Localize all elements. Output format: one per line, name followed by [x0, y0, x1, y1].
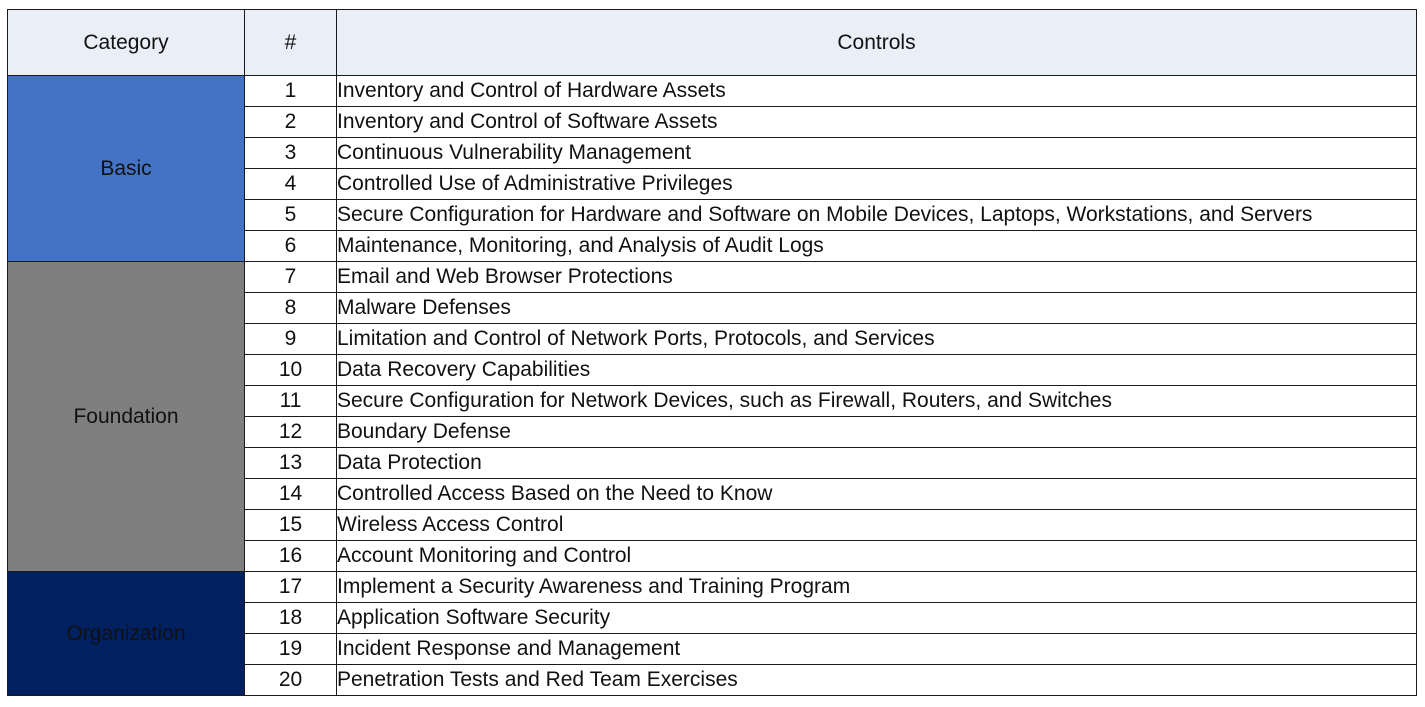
control-name: Incident Response and Management — [336, 633, 1417, 665]
table-row: 6 Maintenance, Monitoring, and Analysis … — [8, 230, 1417, 262]
table-row: 18 Application Software Security — [8, 602, 1417, 634]
control-number: 14 — [244, 478, 337, 510]
control-number: 9 — [244, 323, 337, 355]
control-number: 15 — [244, 509, 337, 541]
control-name: Boundary Defense — [336, 416, 1417, 448]
table-row: 10 Data Recovery Capabilities — [8, 354, 1417, 386]
control-number: 12 — [244, 416, 337, 448]
category-foundation: Foundation — [7, 261, 245, 572]
table-row: 8 Malware Defenses — [8, 292, 1417, 324]
control-number: 20 — [244, 664, 337, 696]
control-number: 1 — [244, 75, 337, 107]
control-number: 8 — [244, 292, 337, 324]
control-name: Maintenance, Monitoring, and Analysis of… — [336, 230, 1417, 262]
category-basic: Basic — [7, 75, 245, 262]
table-row: Basic 1 Inventory and Control of Hardwar… — [7, 75, 1417, 262]
number-header: # — [244, 9, 337, 76]
control-name: Penetration Tests and Red Team Exercises — [336, 664, 1417, 696]
control-number: 13 — [244, 447, 337, 479]
table-row: 3 Continuous Vulnerability Management — [8, 137, 1417, 169]
control-number: 6 — [244, 230, 337, 262]
category-header: Category — [7, 9, 245, 76]
control-name: Controlled Use of Administrative Privile… — [336, 168, 1417, 200]
control-name: Controlled Access Based on the Need to K… — [336, 478, 1417, 510]
control-name: Inventory and Control of Software Assets — [336, 106, 1417, 138]
table-row: Foundation 7 Email and Web Browser Prote… — [7, 261, 1417, 572]
table-row: 4 Controlled Use of Administrative Privi… — [8, 168, 1417, 200]
control-number: 7 — [244, 261, 337, 293]
header-row: Category # Controls — [7, 9, 1417, 76]
table-row: 16 Account Monitoring and Control — [8, 540, 1417, 572]
table-row: 20 Penetration Tests and Red Team Exerci… — [8, 664, 1417, 696]
control-number: 5 — [244, 199, 337, 231]
control-number: 4 — [244, 168, 337, 200]
control-name: Inventory and Control of Hardware Assets — [336, 75, 1417, 107]
controls-table: Category # Controls Basic 1 Inventory an… — [7, 9, 1417, 696]
control-name: Data Protection — [336, 447, 1417, 479]
control-name: Secure Configuration for Network Devices… — [336, 385, 1417, 417]
controls-header: Controls — [336, 9, 1417, 76]
control-name: Limitation and Control of Network Ports,… — [336, 323, 1417, 355]
table-row: 13 Data Protection — [8, 447, 1417, 479]
control-name: Email and Web Browser Protections — [336, 261, 1417, 293]
control-name: Wireless Access Control — [336, 509, 1417, 541]
table-row: 15 Wireless Access Control — [8, 509, 1417, 541]
table-row: 12 Boundary Defense — [8, 416, 1417, 448]
category-organization: Organization — [7, 571, 245, 696]
control-number: 2 — [244, 106, 337, 138]
control-name: Application Software Security — [336, 602, 1417, 634]
table-row: 5 Secure Configuration for Hardware and … — [8, 199, 1417, 231]
table-row: Organization 17 Implement a Security Awa… — [7, 571, 1417, 696]
control-number: 16 — [244, 540, 337, 572]
control-number: 10 — [244, 354, 337, 386]
control-number: 18 — [244, 602, 337, 634]
control-name: Account Monitoring and Control — [336, 540, 1417, 572]
control-name: Secure Configuration for Hardware and So… — [336, 199, 1417, 231]
control-number: 11 — [244, 385, 337, 417]
control-number: 19 — [244, 633, 337, 665]
control-name: Implement a Security Awareness and Train… — [336, 571, 1417, 603]
table-row: 9 Limitation and Control of Network Port… — [8, 323, 1417, 355]
control-name: Data Recovery Capabilities — [336, 354, 1417, 386]
control-number: 3 — [244, 137, 337, 169]
table-row: 14 Controlled Access Based on the Need t… — [8, 478, 1417, 510]
control-name: Continuous Vulnerability Management — [336, 137, 1417, 169]
control-name: Malware Defenses — [336, 292, 1417, 324]
control-number: 17 — [244, 571, 337, 603]
